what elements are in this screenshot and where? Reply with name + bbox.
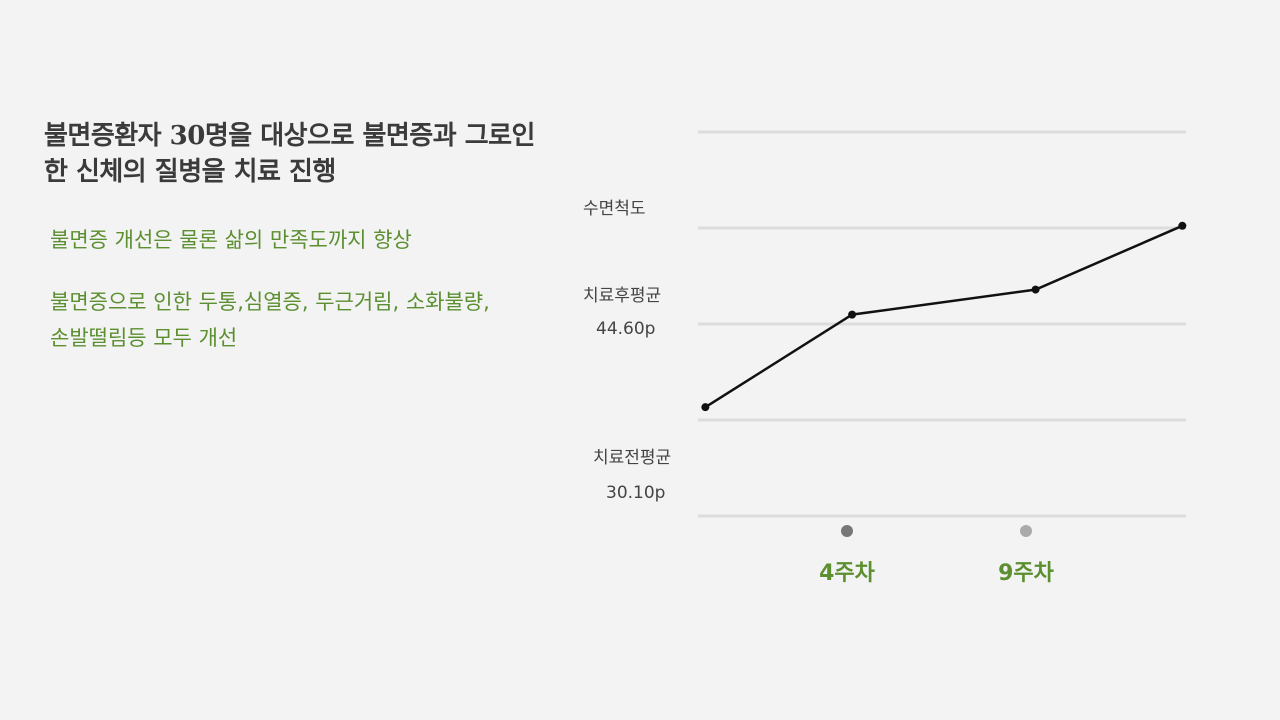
before-avg-value: 30.10p xyxy=(606,483,665,503)
gridlines xyxy=(698,130,1186,518)
x-ticks: 4주차 9주차 xyxy=(819,525,1055,586)
bullet-point-1: 불면증 개선은 물론 삶의 만족도까지 향상 xyxy=(50,228,412,252)
x-tick-label: 9주차 xyxy=(998,561,1055,586)
x-tick-marker xyxy=(841,525,853,537)
text-panel: 불면증환자 30명을 대상으로 불면증과 그로인한 신체의 질병을 치료 진행 xyxy=(44,118,544,190)
data-point xyxy=(1178,221,1187,230)
data-point xyxy=(701,403,710,412)
series-line xyxy=(704,224,1183,409)
bullet-point-2: 불면증으로 인한 두통,심열증, 두근거림, 소화불량, 손발떨림등 모두 개선 xyxy=(50,290,490,350)
x-tick-label: 4주차 xyxy=(819,561,876,586)
data-point xyxy=(848,310,857,319)
after-avg-label: 치료후평균 xyxy=(583,286,661,306)
slide-title: 불면증환자 30명을 대상으로 불면증과 그로인한 신체의 질병을 치료 진행 xyxy=(44,121,535,187)
y-axis-label: 수면척도 xyxy=(583,199,646,219)
data-series xyxy=(701,221,1187,412)
x-tick-marker xyxy=(1020,525,1032,537)
data-point xyxy=(1031,285,1040,294)
before-avg-label: 치료전평균 xyxy=(593,448,671,468)
after-avg-value: 44.60p xyxy=(596,319,655,339)
